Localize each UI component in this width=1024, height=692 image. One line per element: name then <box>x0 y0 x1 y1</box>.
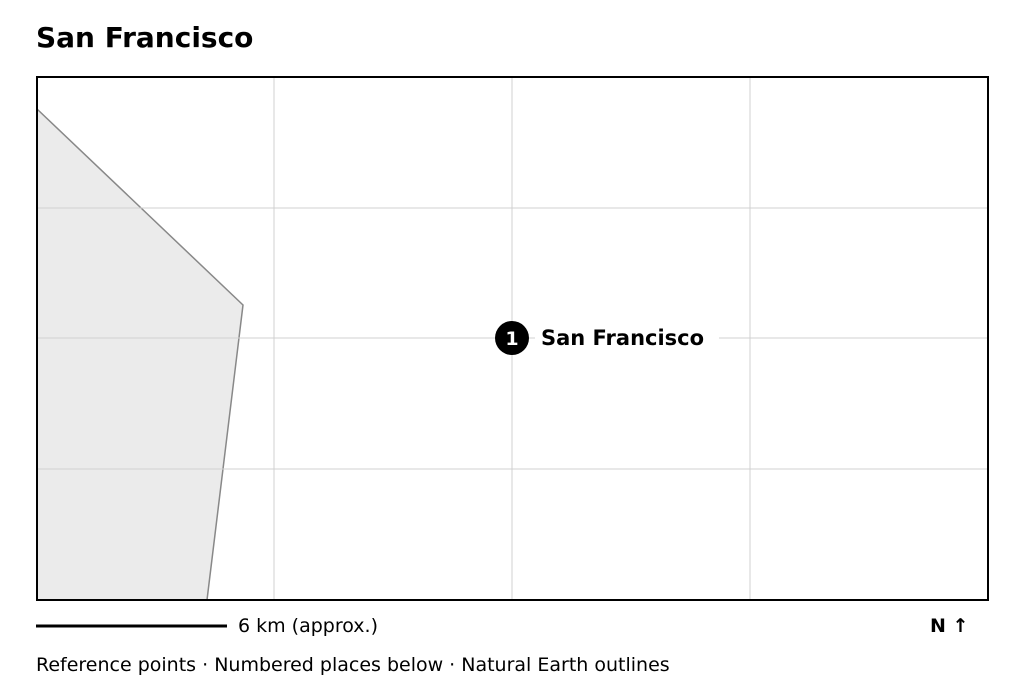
marker-circle <box>495 321 529 355</box>
marker-number: 1 <box>505 328 518 350</box>
map-frame <box>36 76 989 601</box>
place-marker: 1 San Francisco <box>495 321 719 355</box>
title: San Francisco <box>36 21 253 54</box>
scale-label: 6 km (approx.) <box>238 615 378 637</box>
map: 1 San Francisco <box>36 76 989 601</box>
marker-label: San Francisco <box>541 326 704 350</box>
footer: Reference points · Numbered places below… <box>36 654 670 676</box>
label-halo <box>535 324 719 352</box>
north-arrow: N ↑ <box>930 615 968 637</box>
